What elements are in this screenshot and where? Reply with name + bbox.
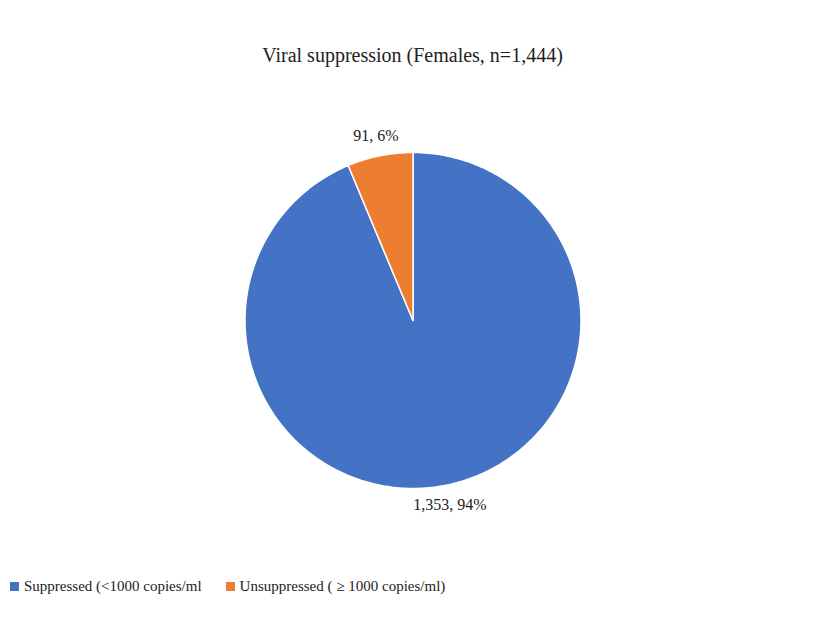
svg-text:91, 6%: 91, 6%	[353, 127, 398, 144]
html-text:Suppressed (<1000 copies/ml: Suppressed (<1000 copies/ml	[24, 578, 202, 594]
html-text:Viral suppression (Females, n=: Viral suppression (Females, n=1,444)	[262, 44, 563, 66]
html-text:Unsuppressed ( ≥ 1000 copies/m: Unsuppressed ( ≥ 1000 copies/ml)	[239, 578, 446, 594]
svg-text:1,353, 94%: 1,353, 94%	[413, 496, 486, 513]
